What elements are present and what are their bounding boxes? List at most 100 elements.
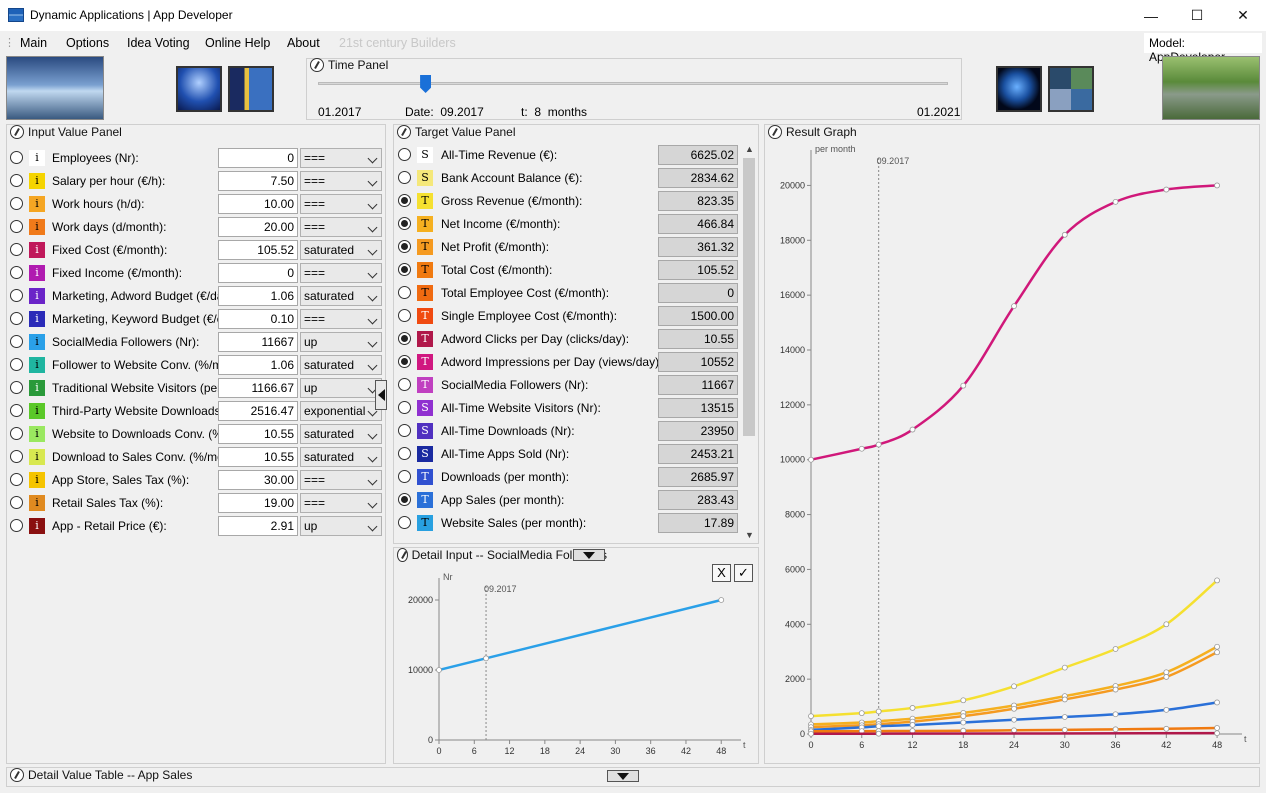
open-door-button[interactable] [228,66,274,112]
detail-input-dropdown-button[interactable] [573,549,605,561]
input-mode-select[interactable]: saturated [300,423,382,444]
input-row-radio[interactable] [10,266,23,279]
input-value-field[interactable]: 2.91 [218,515,298,536]
minimize-button[interactable]: — [1144,7,1158,24]
menu-about[interactable]: About [287,36,320,50]
time-slider-track[interactable] [318,82,948,85]
input-row-radio[interactable] [10,197,23,210]
target-row-radio[interactable] [398,332,411,345]
target-row-radio[interactable] [398,424,411,437]
target-row-radio[interactable] [398,286,411,299]
result-graph-chart[interactable]: 0200040006000800010000120001400016000180… [766,142,1258,762]
menu-online-help[interactable]: Online Help [205,36,271,50]
input-row-radio[interactable] [10,404,23,417]
input-mode-select[interactable]: saturated [300,285,382,306]
panel-pin-icon[interactable] [10,125,24,139]
input-value-field[interactable]: 10.55 [218,423,298,444]
target-row-radio[interactable] [398,217,411,230]
input-row-radio[interactable] [10,427,23,440]
detail-table-expand-button[interactable] [607,770,639,782]
input-mode-select[interactable]: exponential [300,400,382,421]
close-button[interactable]: ✕ [1237,7,1249,23]
input-row-radio[interactable] [10,519,23,532]
panel-pin-icon[interactable] [397,548,408,562]
input-mode-select[interactable]: === [300,147,382,168]
detail-ok-button[interactable]: ✓ [734,564,753,582]
menu-options[interactable]: Options [66,36,110,50]
scroll-up-icon[interactable]: ▲ [745,144,754,154]
input-row-radio[interactable] [10,335,23,348]
input-row-radio[interactable] [10,243,23,256]
input-value-field[interactable]: 10.00 [218,193,298,214]
input-mode-select[interactable]: saturated [300,446,382,467]
input-mode-select[interactable]: === [300,469,382,490]
scroll-down-icon[interactable]: ▼ [745,530,754,540]
input-value-field[interactable]: 10.55 [218,446,298,467]
time-slider-thumb[interactable] [420,75,432,93]
panel-pin-icon[interactable] [10,768,24,782]
input-mode-select[interactable]: === [300,262,382,283]
input-mode-select[interactable]: up [300,331,382,352]
data-point [909,426,916,433]
menu-idea-voting[interactable]: Idea Voting [127,36,190,50]
input-mode-select[interactable]: === [300,170,382,191]
input-mode-select[interactable]: saturated [300,354,382,375]
panel-pin-icon[interactable] [397,125,411,139]
target-row-radio[interactable] [398,378,411,391]
earth-globe-button[interactable] [996,66,1042,112]
sky-window-button[interactable] [176,66,222,112]
input-mode-select[interactable]: === [300,216,382,237]
input-value-field[interactable]: 20.00 [218,216,298,237]
input-row: i Salary per hour (€/h): 7.50 === [10,169,382,192]
detail-input-chart[interactable]: 0 10000 20000 0 6 12 18 24 30 36 42 48 Nr t 09.2017 [395,568,757,762]
input-mode-select[interactable]: === [300,492,382,513]
target-row-radio[interactable] [398,493,411,506]
input-row-radio[interactable] [10,151,23,164]
input-row-radio[interactable] [10,312,23,325]
input-value-field[interactable]: 30.00 [218,469,298,490]
target-row-radio[interactable] [398,194,411,207]
input-value-field[interactable]: 0 [218,147,298,168]
input-value-field[interactable]: 0 [218,262,298,283]
input-mode-select[interactable]: === [300,308,382,329]
collapse-arrow-button[interactable] [375,380,387,410]
input-row-radio[interactable] [10,496,23,509]
panel-pin-icon[interactable] [768,125,782,139]
target-row-radio[interactable] [398,148,411,161]
input-mode-select[interactable]: up [300,515,382,536]
target-row-radio[interactable] [398,171,411,184]
input-mode-select[interactable]: === [300,193,382,214]
target-row-radio[interactable] [398,240,411,253]
input-value-field[interactable]: 7.50 [218,170,298,191]
input-value-field[interactable]: 0.10 [218,308,298,329]
target-row-radio[interactable] [398,309,411,322]
target-row-radio[interactable] [398,470,411,483]
input-row-radio[interactable] [10,473,23,486]
input-row-radio[interactable] [10,289,23,302]
target-scrollbar-thumb[interactable] [743,158,755,436]
target-row-radio[interactable] [398,516,411,529]
target-row-radio[interactable] [398,447,411,460]
input-value-field[interactable]: 105.52 [218,239,298,260]
panel-pin-icon[interactable] [310,58,324,72]
input-value-field[interactable]: 19.00 [218,492,298,513]
input-value-field[interactable]: 1.06 [218,285,298,306]
input-mode-select[interactable]: up [300,377,382,398]
input-row-radio[interactable] [10,358,23,371]
maximize-button[interactable]: ☐ [1190,7,1204,23]
target-row-radio[interactable] [398,355,411,368]
photo-collage-button[interactable] [1048,66,1094,112]
target-row-radio[interactable] [398,401,411,414]
menu-main[interactable]: Main [20,36,48,50]
detail-cancel-button[interactable]: X [712,564,731,582]
input-value-field[interactable]: 1.06 [218,354,298,375]
target-row-radio[interactable] [398,263,411,276]
input-row-radio[interactable] [10,174,23,187]
input-row-radio[interactable] [10,220,23,233]
input-value-field[interactable]: 2516.47 [218,400,298,421]
input-value-field[interactable]: 11667 [218,331,298,352]
input-row-radio[interactable] [10,381,23,394]
input-row-radio[interactable] [10,450,23,463]
input-value-field[interactable]: 1166.67 [218,377,298,398]
input-mode-select[interactable]: saturated [300,239,382,260]
